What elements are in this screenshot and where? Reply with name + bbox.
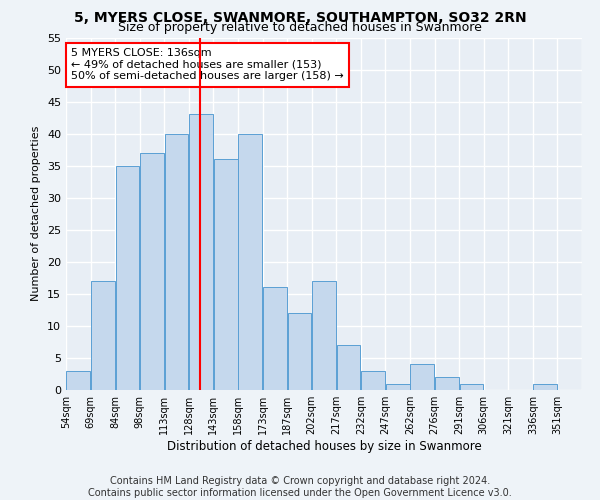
Bar bbox=[435, 377, 459, 390]
Bar bbox=[238, 134, 262, 390]
Text: 5, MYERS CLOSE, SWANMORE, SOUTHAMPTON, SO32 2RN: 5, MYERS CLOSE, SWANMORE, SOUTHAMPTON, S… bbox=[74, 11, 526, 25]
Bar bbox=[116, 166, 139, 390]
Bar bbox=[140, 153, 164, 390]
Bar bbox=[214, 160, 238, 390]
Text: 5 MYERS CLOSE: 136sqm
← 49% of detached houses are smaller (153)
50% of semi-det: 5 MYERS CLOSE: 136sqm ← 49% of detached … bbox=[71, 48, 344, 82]
Bar bbox=[337, 345, 361, 390]
Text: Contains HM Land Registry data © Crown copyright and database right 2024.
Contai: Contains HM Land Registry data © Crown c… bbox=[88, 476, 512, 498]
Bar bbox=[164, 134, 188, 390]
Bar bbox=[460, 384, 484, 390]
X-axis label: Distribution of detached houses by size in Swanmore: Distribution of detached houses by size … bbox=[167, 440, 481, 453]
Bar bbox=[361, 371, 385, 390]
Bar bbox=[410, 364, 434, 390]
Bar bbox=[189, 114, 213, 390]
Bar bbox=[263, 288, 287, 390]
Y-axis label: Number of detached properties: Number of detached properties bbox=[31, 126, 41, 302]
Bar bbox=[67, 371, 90, 390]
Bar bbox=[386, 384, 410, 390]
Text: Size of property relative to detached houses in Swanmore: Size of property relative to detached ho… bbox=[118, 22, 482, 35]
Bar bbox=[312, 281, 336, 390]
Bar bbox=[533, 384, 557, 390]
Bar bbox=[91, 281, 115, 390]
Bar bbox=[287, 313, 311, 390]
